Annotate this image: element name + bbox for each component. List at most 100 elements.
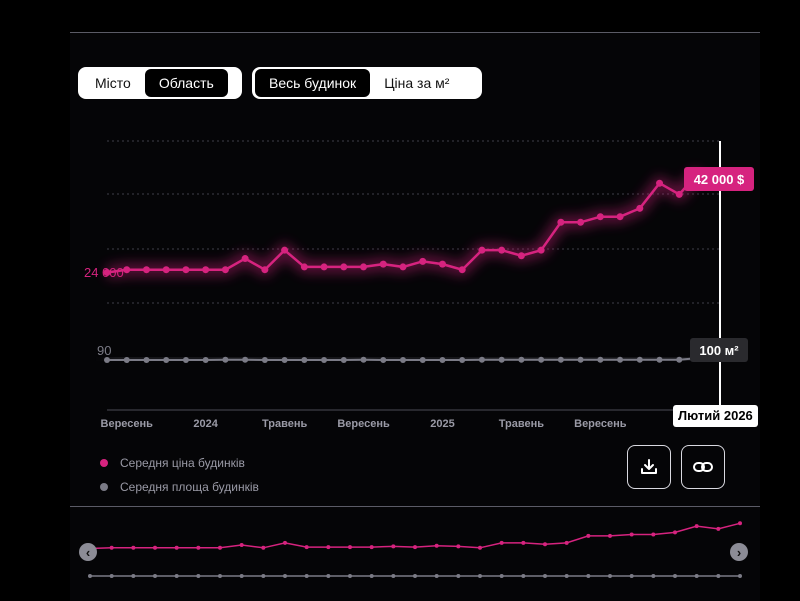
minimap-price-point xyxy=(629,532,634,537)
minimap-area-point xyxy=(153,574,157,578)
price-point xyxy=(596,213,604,221)
area-point xyxy=(321,357,328,363)
minimap-price-point xyxy=(608,533,612,538)
x-tick-label: Вересень xyxy=(574,418,627,430)
price-point xyxy=(340,263,348,271)
minimap-price-point xyxy=(456,544,461,549)
price-point xyxy=(379,260,387,268)
price-point xyxy=(498,246,506,254)
minimap-price-point xyxy=(413,545,417,550)
minimap-area-point xyxy=(651,574,656,578)
chart-panel: Місто Область Весь будинок Ціна за м² Ве… xyxy=(70,32,760,601)
area-point xyxy=(143,357,150,363)
minimap-area-point xyxy=(348,574,352,578)
minimap-price-point xyxy=(174,545,179,550)
toggle-city[interactable]: Місто xyxy=(95,75,131,91)
area-point xyxy=(538,356,545,363)
minimap-area-point xyxy=(304,574,309,578)
toggle-region[interactable]: Область xyxy=(144,69,228,97)
area-point xyxy=(518,356,525,363)
minimap-price-point xyxy=(369,545,374,550)
area-point xyxy=(340,357,347,363)
area-point xyxy=(459,357,466,363)
minimap-area-point xyxy=(261,574,266,578)
toggle-whole-house[interactable]: Весь будинок xyxy=(255,69,371,97)
price-point xyxy=(675,190,683,198)
price-point xyxy=(261,266,269,274)
mode-toggle: Весь будинок Ціна за м² xyxy=(252,67,482,99)
legend-dot-area xyxy=(100,483,108,491)
minimap-price-point xyxy=(673,530,677,535)
price-point xyxy=(537,246,545,254)
area-point xyxy=(597,356,604,363)
range-prev-button[interactable]: ‹ xyxy=(79,543,97,561)
legend-item-area[interactable]: Середня площа будинків xyxy=(100,475,259,499)
x-tick-label: 2024 xyxy=(193,418,218,430)
minimap-area-point xyxy=(326,574,331,578)
minimap-price-point xyxy=(694,524,699,529)
minimap-area-point xyxy=(131,574,136,578)
area-point xyxy=(617,356,624,363)
minimap-price-point xyxy=(153,545,157,550)
area-start-label: 90 xyxy=(97,343,111,358)
minimap-area-point xyxy=(521,574,526,578)
area-point xyxy=(557,356,564,363)
minimap-area-point xyxy=(673,574,677,578)
minimap-price-line xyxy=(89,522,741,550)
minimap-area-point xyxy=(478,574,482,578)
download-button[interactable] xyxy=(627,445,671,489)
legend-item-price[interactable]: Середня ціна будинків xyxy=(100,451,259,475)
range-next-button[interactable]: › xyxy=(730,543,748,561)
minimap-price-point xyxy=(586,533,591,538)
legend-dot-price xyxy=(100,459,108,467)
minimap-price-point xyxy=(651,532,656,537)
minimap-area-point xyxy=(564,574,569,578)
area-point xyxy=(439,357,446,363)
minimap-price-point xyxy=(564,540,569,545)
area-point xyxy=(202,357,209,363)
area-point xyxy=(104,357,110,363)
minimap-price-point xyxy=(239,543,244,547)
minimap-price-point xyxy=(521,540,526,545)
price-point xyxy=(636,204,644,212)
price-point xyxy=(517,252,525,260)
minimap-price-point xyxy=(434,543,439,548)
price-badge-text: 42 000 $ xyxy=(694,172,745,187)
minimap-area-point xyxy=(413,574,417,578)
range-divider xyxy=(70,506,760,507)
download-icon xyxy=(641,459,657,474)
area-point xyxy=(498,356,505,363)
x-tick-label: Травень xyxy=(262,418,308,430)
minimap-price-point xyxy=(326,545,331,550)
area-point xyxy=(380,357,387,363)
price-point xyxy=(577,218,585,226)
minimap-area-point xyxy=(109,574,114,578)
legend: Середня ціна будинків Середня площа буди… xyxy=(100,451,259,499)
price-point xyxy=(221,266,229,274)
minimap-price-point xyxy=(738,521,742,526)
area-point xyxy=(360,356,367,363)
minimap-price-point xyxy=(499,540,504,545)
area-point xyxy=(123,357,130,363)
minimap-price-point xyxy=(391,544,396,549)
price-point xyxy=(478,246,486,254)
minimap-area-point xyxy=(434,574,439,578)
price-point xyxy=(123,266,131,274)
area-point xyxy=(281,357,288,363)
area-point xyxy=(242,356,249,363)
toggle-price-per-m2[interactable]: Ціна за м² xyxy=(384,75,450,91)
minimap-price-point xyxy=(131,545,136,550)
chevron-left-icon: ‹ xyxy=(85,544,91,560)
minimap-area-point xyxy=(239,574,244,578)
share-link-button[interactable] xyxy=(681,445,725,489)
minimap-price-point xyxy=(304,545,309,550)
minimap-area-point xyxy=(174,574,179,578)
price-point xyxy=(320,263,328,271)
area-point xyxy=(182,357,189,363)
area-point xyxy=(301,357,308,363)
minimap-area-point xyxy=(283,574,287,578)
area-point xyxy=(163,357,170,363)
region-toggle: Місто Область xyxy=(78,67,242,99)
price-point xyxy=(281,246,289,254)
minimap-area-point xyxy=(456,574,461,578)
